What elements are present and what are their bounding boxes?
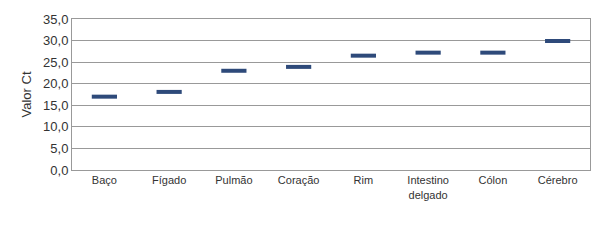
svg-text:Cólon: Cólon: [479, 174, 508, 186]
svg-text:10,0: 10,0: [43, 119, 68, 134]
svg-text:Baço: Baço: [92, 174, 117, 186]
svg-text:15,0: 15,0: [43, 98, 68, 113]
svg-text:Coração: Coração: [278, 174, 320, 186]
svg-text:Pulmão: Pulmão: [215, 174, 252, 186]
svg-text:30,0: 30,0: [43, 33, 68, 48]
svg-text:Valor Ct: Valor Ct: [19, 71, 34, 117]
svg-text:Cérebro: Cérebro: [538, 174, 578, 186]
svg-text:Rim: Rim: [354, 174, 374, 186]
svg-text:Fígado: Fígado: [152, 174, 186, 186]
svg-text:35,0: 35,0: [43, 12, 68, 27]
svg-text:0,0: 0,0: [50, 163, 68, 178]
svg-text:25,0: 25,0: [43, 55, 68, 70]
svg-text:5,0: 5,0: [50, 141, 68, 156]
svg-text:Intestinodelgado: Intestinodelgado: [407, 174, 449, 200]
svg-text:20,0: 20,0: [43, 76, 68, 91]
